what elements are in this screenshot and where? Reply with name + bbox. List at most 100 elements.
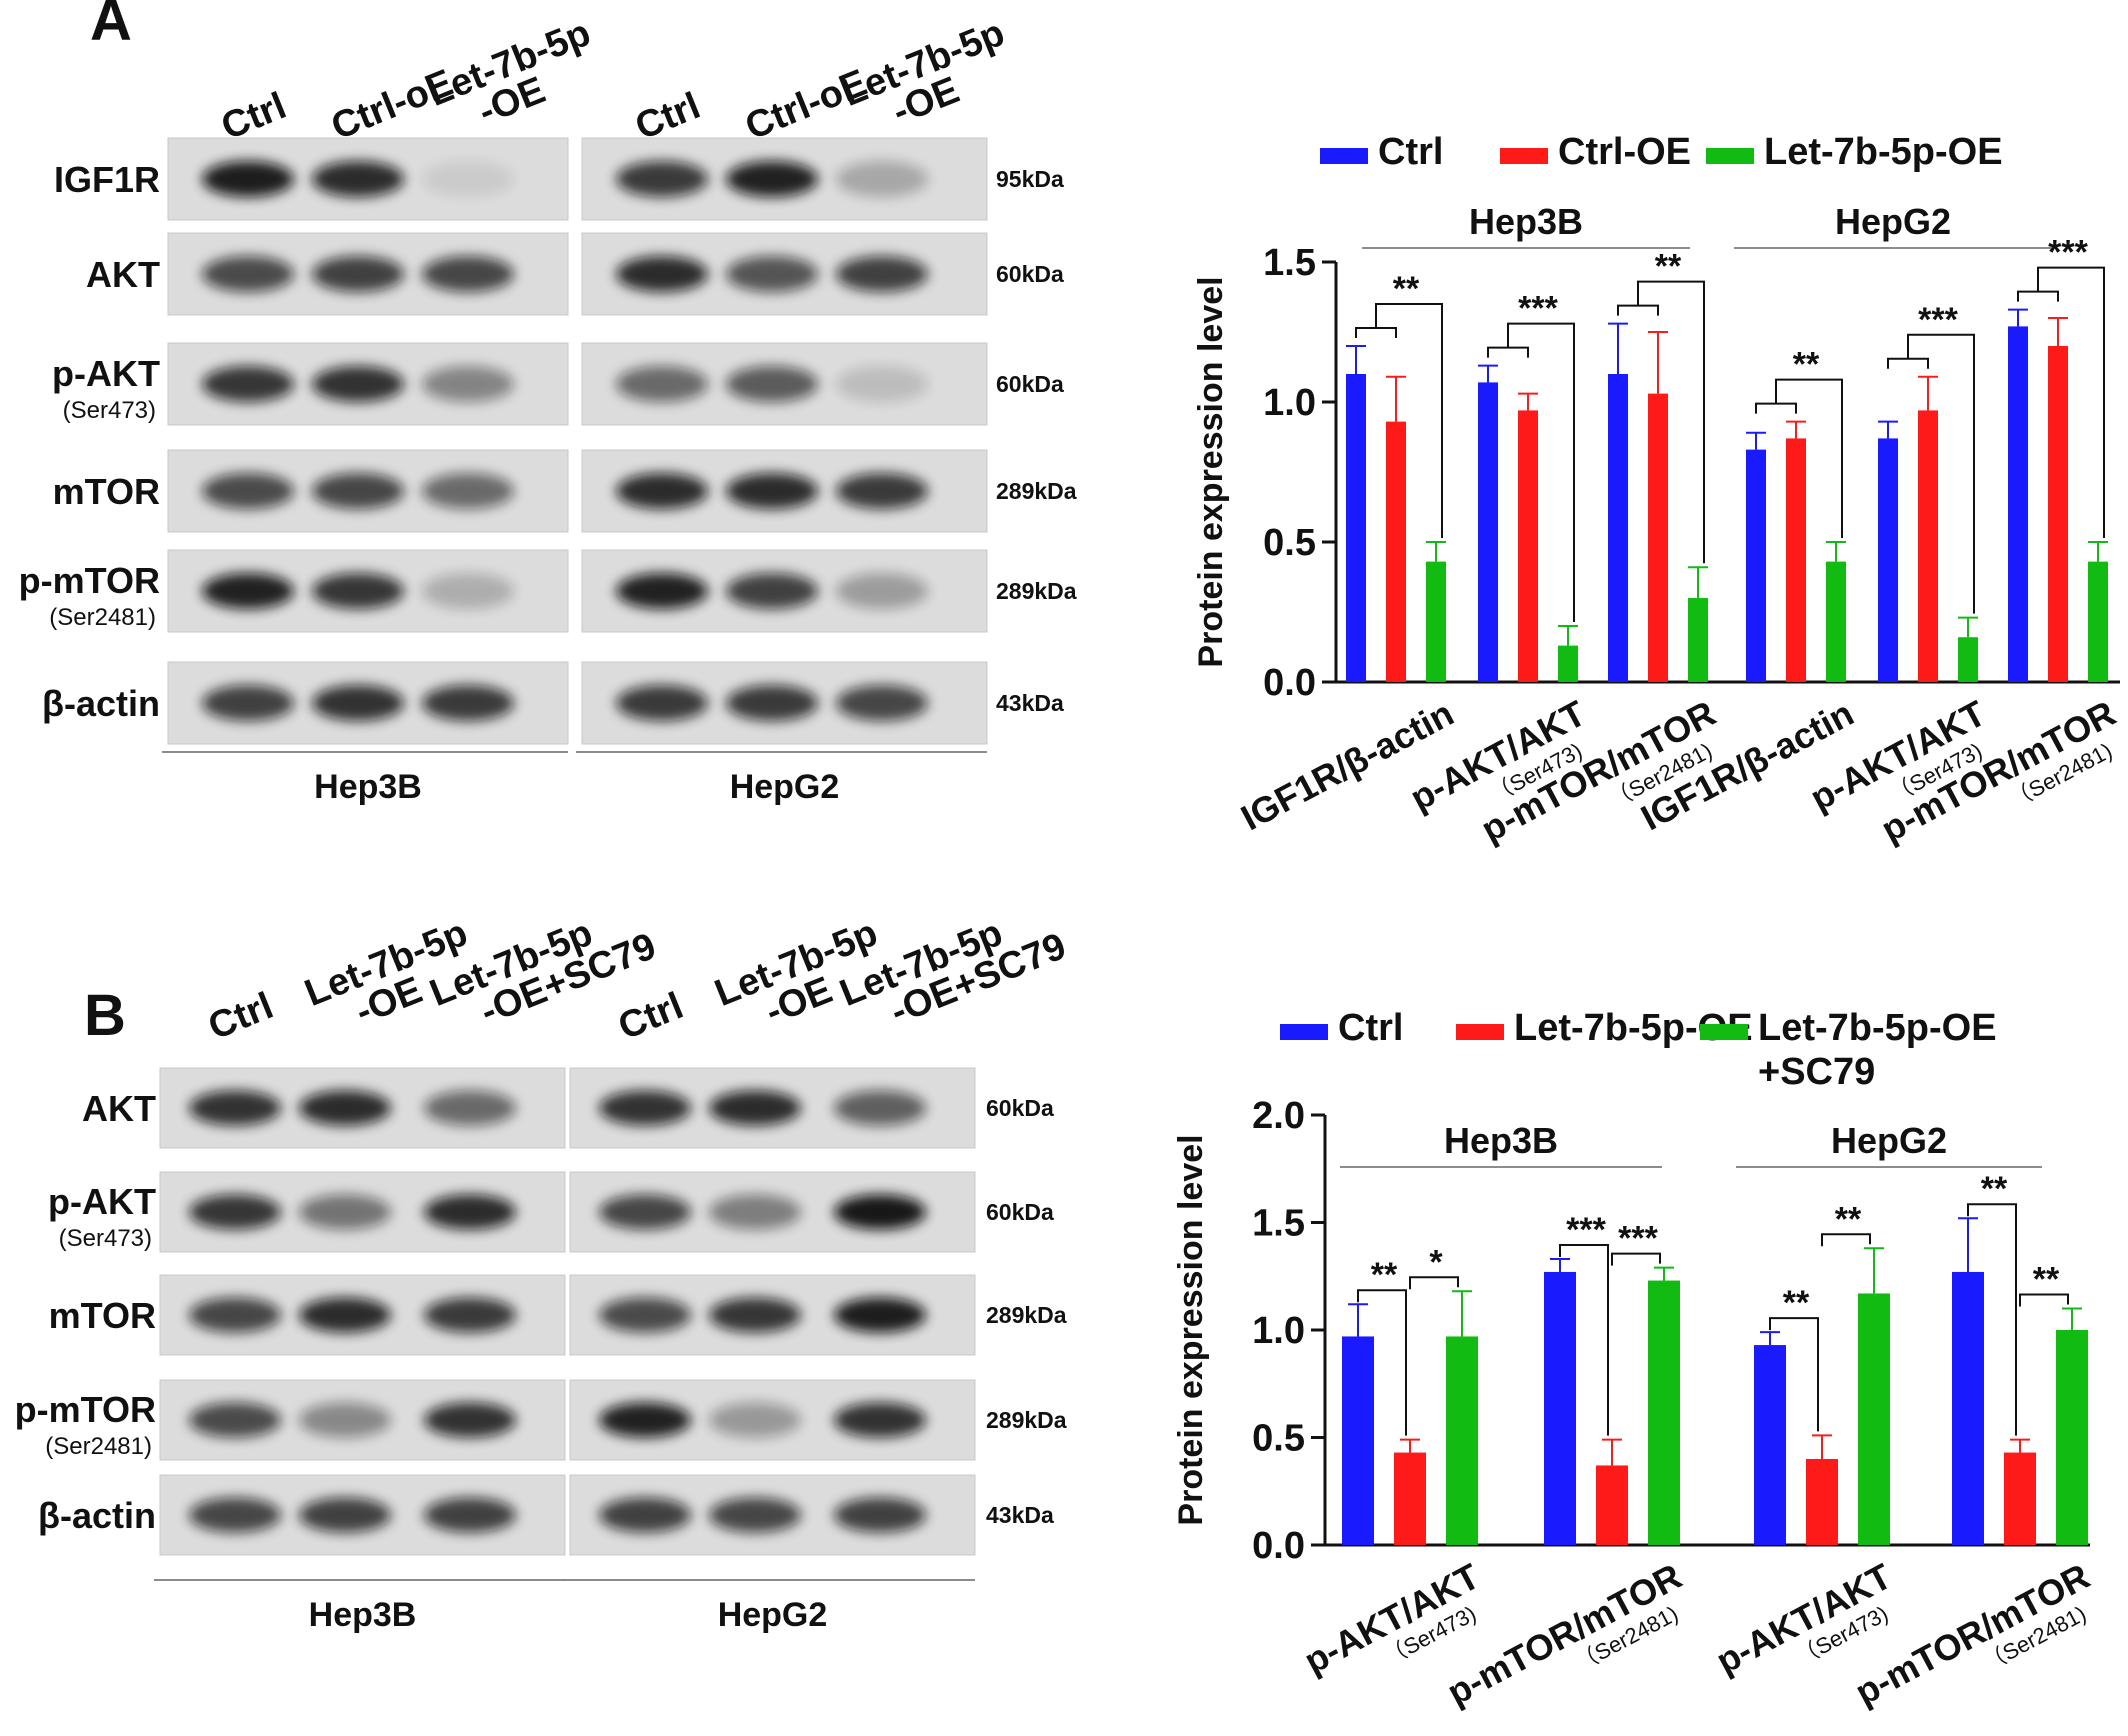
y-tick-label: 1.0	[1263, 382, 1316, 424]
kda-label: 289kDa	[986, 1302, 1067, 1328]
kda-label: 60kDa	[986, 1095, 1054, 1121]
panel-letter: B	[84, 983, 126, 1048]
legend-swatch	[1456, 1024, 1504, 1040]
blot-band	[189, 1297, 281, 1333]
bar	[2004, 1452, 2036, 1545]
protein-sublabel: (Ser2481)	[49, 604, 156, 631]
protein-label: mTOR	[53, 471, 160, 512]
kda-label: 289kDa	[996, 578, 1077, 604]
blot-band	[599, 1402, 691, 1438]
blot-band	[312, 684, 404, 722]
blot-band	[422, 160, 514, 198]
blot-band	[312, 472, 404, 510]
protein-label: β-actin	[38, 1495, 156, 1536]
lane-label: Ctrl	[613, 985, 689, 1048]
legend-swatch	[1280, 1024, 1328, 1040]
y-axis-label: Protein expression level	[1172, 1134, 1210, 1525]
cell-line-label: Hep3B	[314, 768, 422, 806]
blot-band	[424, 1402, 516, 1438]
bar	[1858, 1293, 1890, 1545]
kda-label: 43kDa	[996, 690, 1064, 716]
significance-bracket	[1409, 1276, 1459, 1290]
significance-label: ***	[2048, 234, 2088, 272]
kda-label: 289kDa	[996, 478, 1077, 504]
blot-band	[202, 255, 294, 293]
legend-entry: Let-7b-5p-OE	[1764, 131, 2003, 173]
kda-label: 60kDa	[996, 261, 1064, 287]
bar	[1688, 598, 1708, 682]
significance-label: **	[1371, 1256, 1398, 1294]
lane-label-text: Let-7b-5p-OE	[422, 12, 610, 148]
kda-label: 95kDa	[996, 166, 1064, 192]
blot-band	[312, 255, 404, 293]
bar	[1878, 438, 1898, 682]
blot-band	[599, 1194, 691, 1230]
significance-bracket	[1611, 1252, 1661, 1266]
lane-label: Ctrl	[203, 985, 279, 1048]
blot-band	[424, 1297, 516, 1333]
bar	[1518, 410, 1538, 682]
bar	[1952, 1271, 1984, 1545]
blot-band	[616, 160, 708, 198]
blot-band	[422, 255, 514, 293]
group-label: Hep3B	[1444, 1120, 1558, 1161]
cell-line-label: Hep3B	[309, 1596, 417, 1634]
significance-label: **	[1835, 1200, 1862, 1238]
cell-line-label: HepG2	[730, 768, 840, 806]
lane-label-text: Let-7b-5p-OE	[836, 12, 1024, 148]
significance-bracket	[1617, 304, 1659, 316]
bar	[1918, 410, 1938, 682]
significance-bracket	[2037, 266, 2105, 538]
blot-band	[726, 160, 818, 198]
blot-band	[726, 684, 818, 722]
kda-label: 43kDa	[986, 1502, 1054, 1528]
kda-label: 60kDa	[996, 371, 1064, 397]
significance-label: ***	[1618, 1220, 1658, 1258]
legend-entry: Let-7b-5p-OE +SC79	[1758, 1007, 1997, 1093]
y-tick-label: 2.0	[1252, 1095, 1305, 1137]
blot-band	[836, 160, 928, 198]
significance-bracket	[1887, 357, 1929, 369]
bar	[1608, 374, 1628, 682]
legend-swatch	[1706, 148, 1754, 164]
y-tick-label: 0.5	[1252, 1418, 1305, 1460]
blot-band	[422, 472, 514, 510]
blot-band	[189, 1402, 281, 1438]
blot-band	[189, 1497, 281, 1533]
blot-band	[189, 1194, 281, 1230]
blot-band	[836, 684, 928, 722]
protein-label: AKT	[86, 254, 160, 295]
blot-band	[202, 684, 294, 722]
protein-sublabel: (Ser473)	[59, 1225, 152, 1252]
blot-band	[616, 684, 708, 722]
significance-bracket	[1375, 303, 1443, 538]
blot-band	[709, 1497, 801, 1533]
y-axis-label-text: Protein expression level	[1172, 1134, 1210, 1525]
blot-band	[836, 365, 928, 403]
y-tick-label: 0.0	[1263, 662, 1316, 704]
significance-bracket	[1907, 333, 1975, 614]
y-tick-label: 1.0	[1252, 1310, 1305, 1352]
kda-label: 60kDa	[986, 1199, 1054, 1225]
legend-entry: Ctrl	[1338, 1007, 1403, 1049]
group-label: HepG2	[1835, 201, 1951, 242]
blot-band	[202, 572, 294, 610]
blot-band	[834, 1497, 926, 1533]
y-tick-label: 1.5	[1263, 242, 1316, 284]
group-label: HepG2	[1831, 1120, 1947, 1161]
blot-band	[299, 1194, 391, 1230]
blot-band	[836, 472, 928, 510]
bar	[1558, 645, 1578, 682]
panel-a-bar-chart: 0.0 0.5 1.0 1.5 Protein expression level Ctrl…	[1192, 131, 2122, 850]
cell-line-label: HepG2	[718, 1596, 828, 1634]
bar	[1386, 421, 1406, 682]
bar	[1346, 374, 1366, 682]
blot-band	[726, 572, 818, 610]
significance-label: **	[1783, 1284, 1810, 1322]
y-axis-label: Protein expression level	[1192, 276, 1230, 667]
protein-label: p-AKT	[52, 353, 160, 394]
significance-bracket	[1357, 1289, 1407, 1436]
protein-label: p-AKT	[48, 1181, 156, 1222]
significance-bracket	[1967, 1203, 2017, 1436]
